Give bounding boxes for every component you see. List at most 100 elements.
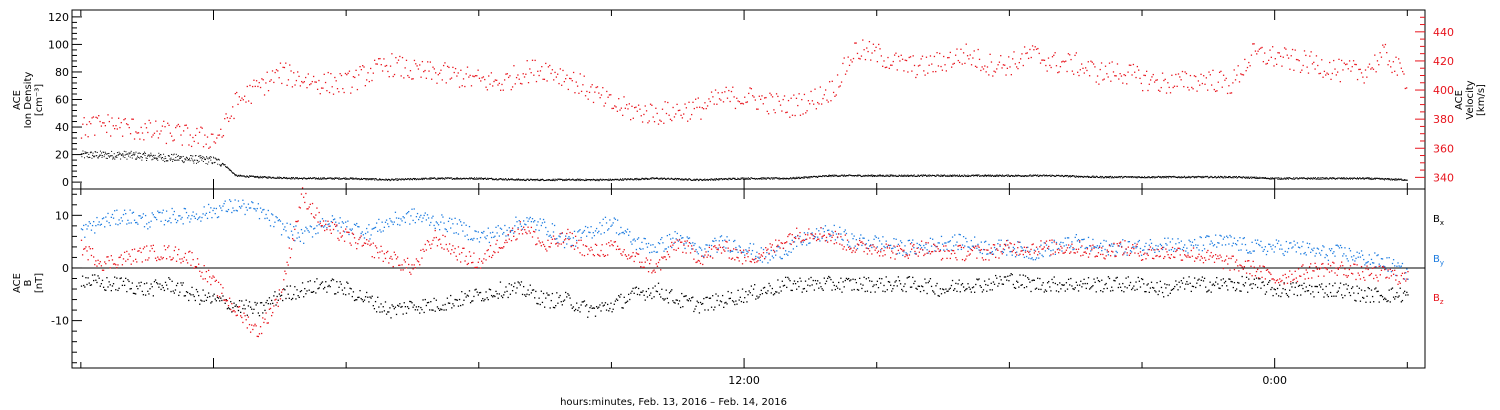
velocity-point	[328, 91, 331, 94]
density-point	[1190, 176, 1192, 178]
Bx-point	[1358, 287, 1360, 289]
density-point	[1371, 178, 1373, 180]
density-point	[1218, 176, 1220, 178]
Bx-point	[310, 291, 313, 293]
density-point	[1403, 179, 1405, 181]
density-point	[963, 174, 965, 176]
density-point	[905, 175, 907, 177]
density-point	[574, 179, 576, 181]
Bx-point	[1264, 293, 1267, 295]
density-point	[840, 174, 842, 176]
density-point	[156, 158, 158, 160]
density-point	[715, 178, 717, 180]
density-point	[306, 178, 308, 180]
density-point	[1244, 177, 1246, 179]
density-point	[808, 176, 810, 178]
Bx-point	[1063, 284, 1065, 286]
Bx-point	[1158, 290, 1160, 292]
density-point	[1232, 176, 1234, 178]
density-point	[847, 175, 849, 177]
density-point	[834, 174, 836, 176]
velocity-point	[1196, 90, 1198, 92]
density-point	[691, 179, 693, 181]
density-point	[728, 177, 730, 179]
Bx-point	[931, 290, 934, 292]
density-point	[951, 174, 953, 176]
density-point	[1110, 177, 1112, 179]
Bx-point	[1290, 283, 1292, 285]
density-point	[390, 179, 392, 181]
Bx-point	[1265, 291, 1268, 293]
Bx-point	[209, 295, 211, 298]
density-point	[568, 178, 570, 180]
Bx-point	[415, 306, 418, 308]
density-point	[1029, 174, 1031, 176]
By-point	[121, 220, 124, 222]
Bx-point	[125, 277, 127, 280]
density-point	[272, 176, 274, 178]
density-point	[329, 177, 331, 179]
Bx-point	[184, 295, 187, 297]
density-point	[134, 158, 136, 160]
density-point	[111, 150, 113, 152]
Bx-point	[497, 297, 499, 299]
velocity-point	[523, 76, 526, 78]
density-point	[1077, 175, 1079, 177]
density-point	[995, 175, 997, 177]
velocity-point	[1051, 56, 1054, 58]
density-point	[1351, 177, 1353, 179]
density-point	[339, 178, 341, 180]
density-point	[414, 178, 416, 180]
density-point	[171, 159, 173, 161]
velocity-point	[1351, 66, 1353, 68]
velocity-point	[1055, 65, 1058, 67]
density-point	[218, 159, 220, 161]
density-point	[515, 179, 517, 181]
velocity-point	[659, 119, 661, 121]
Bx-point	[1021, 284, 1023, 286]
By-point	[107, 212, 109, 215]
Bx-point	[952, 289, 955, 292]
Bx-point	[1392, 296, 1395, 298]
velocity-point	[651, 104, 653, 106]
density-point	[1210, 175, 1212, 177]
Bx-point	[706, 296, 708, 298]
density-point	[298, 178, 300, 180]
density-point	[1306, 177, 1308, 179]
Bx-point	[393, 308, 395, 310]
density-point	[889, 175, 891, 177]
Bx-point	[256, 302, 258, 304]
density-point	[520, 179, 522, 181]
density-point	[602, 179, 604, 181]
Bx-point	[1096, 277, 1098, 279]
density-point	[1012, 175, 1014, 177]
density-point	[961, 175, 963, 177]
Bx-point	[794, 282, 797, 285]
density-point	[1347, 178, 1349, 180]
Bx-point	[545, 297, 547, 299]
velocity-point	[872, 43, 875, 45]
density-point	[826, 175, 828, 177]
velocity-point	[744, 96, 746, 98]
density-point	[887, 175, 889, 177]
velocity-point	[842, 62, 844, 65]
Bx-point	[829, 276, 831, 279]
Bx-point	[1378, 301, 1380, 303]
density-point	[240, 174, 242, 176]
density-point	[1374, 178, 1376, 180]
Bx-point	[1056, 284, 1059, 286]
velocity-point	[1067, 53, 1070, 55]
By-point	[161, 212, 163, 214]
Bx-point	[1069, 284, 1071, 286]
density-point	[220, 164, 222, 166]
density-point	[408, 178, 410, 180]
density-point	[226, 166, 228, 168]
Bx-point	[707, 309, 709, 311]
By-point	[182, 223, 184, 225]
Bx-point	[881, 278, 883, 280]
density-point	[841, 174, 843, 176]
density-point	[648, 178, 650, 180]
velocity-point	[754, 99, 756, 101]
Bx-point	[599, 304, 601, 306]
density-point	[250, 175, 252, 177]
